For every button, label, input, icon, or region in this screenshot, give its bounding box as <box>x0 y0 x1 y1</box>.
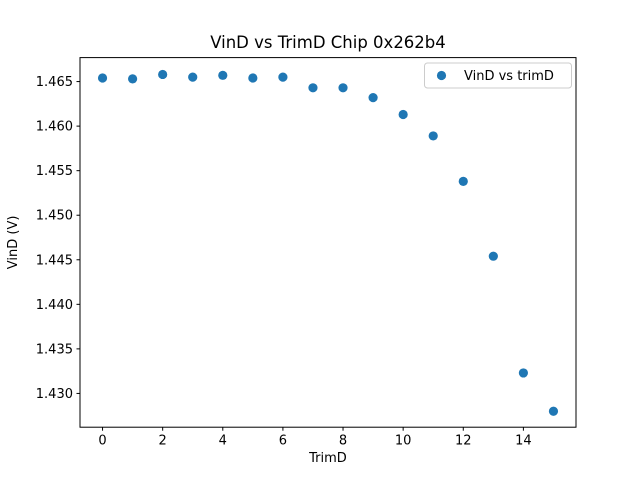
data-point <box>338 83 348 93</box>
data-point <box>458 176 468 186</box>
y-tick-label: 1.455 <box>36 164 73 179</box>
legend: VinD vs trimD <box>424 62 572 89</box>
y-tick-label: 1.460 <box>36 120 73 135</box>
x-tick-label: 6 <box>279 434 287 449</box>
data-point <box>188 72 198 82</box>
x-tick-label: 8 <box>339 434 347 449</box>
data-point <box>308 83 318 93</box>
data-point <box>218 70 228 80</box>
x-axis-label: TrimD <box>308 451 347 466</box>
y-tick-label: 1.450 <box>36 209 73 224</box>
x-tick-label: 0 <box>98 434 106 449</box>
y-axis-ticks: 1.430 1.435 1.440 1.445 1.450 1.455 1.460 1.465 <box>36 75 80 402</box>
x-tick-label: 12 <box>455 434 472 449</box>
data-point <box>398 109 408 120</box>
data-point <box>248 73 258 83</box>
legend-label: VinD vs trimD <box>464 69 554 84</box>
data-point <box>128 74 138 84</box>
data-point <box>158 69 168 80</box>
y-tick-label: 1.440 <box>36 298 73 313</box>
x-axis-ticks: 0 2 4 6 8 10 12 14 <box>98 427 532 449</box>
data-point <box>518 368 528 378</box>
data-point <box>368 93 378 103</box>
legend-marker-icon <box>436 70 447 81</box>
x-tick-label: 4 <box>219 434 227 449</box>
data-point <box>428 131 438 141</box>
x-tick-label: 2 <box>159 434 167 449</box>
x-tick-label: 14 <box>515 434 532 449</box>
y-tick-label: 1.465 <box>36 75 73 90</box>
data-points <box>97 69 559 416</box>
plot-area <box>79 57 577 428</box>
y-tick-label: 1.430 <box>36 387 73 402</box>
data-point <box>488 251 498 261</box>
legend-box <box>424 62 572 89</box>
y-tick-label: 1.435 <box>36 342 73 357</box>
y-tick-label: 1.445 <box>36 253 73 268</box>
data-point <box>548 406 559 416</box>
chart-title: VinD vs TrimD Chip 0x262b4 <box>210 33 446 52</box>
x-tick-label: 10 <box>395 434 412 449</box>
y-axis-label: VinD (V) <box>6 216 21 270</box>
data-point <box>278 72 288 82</box>
data-point <box>97 73 108 83</box>
